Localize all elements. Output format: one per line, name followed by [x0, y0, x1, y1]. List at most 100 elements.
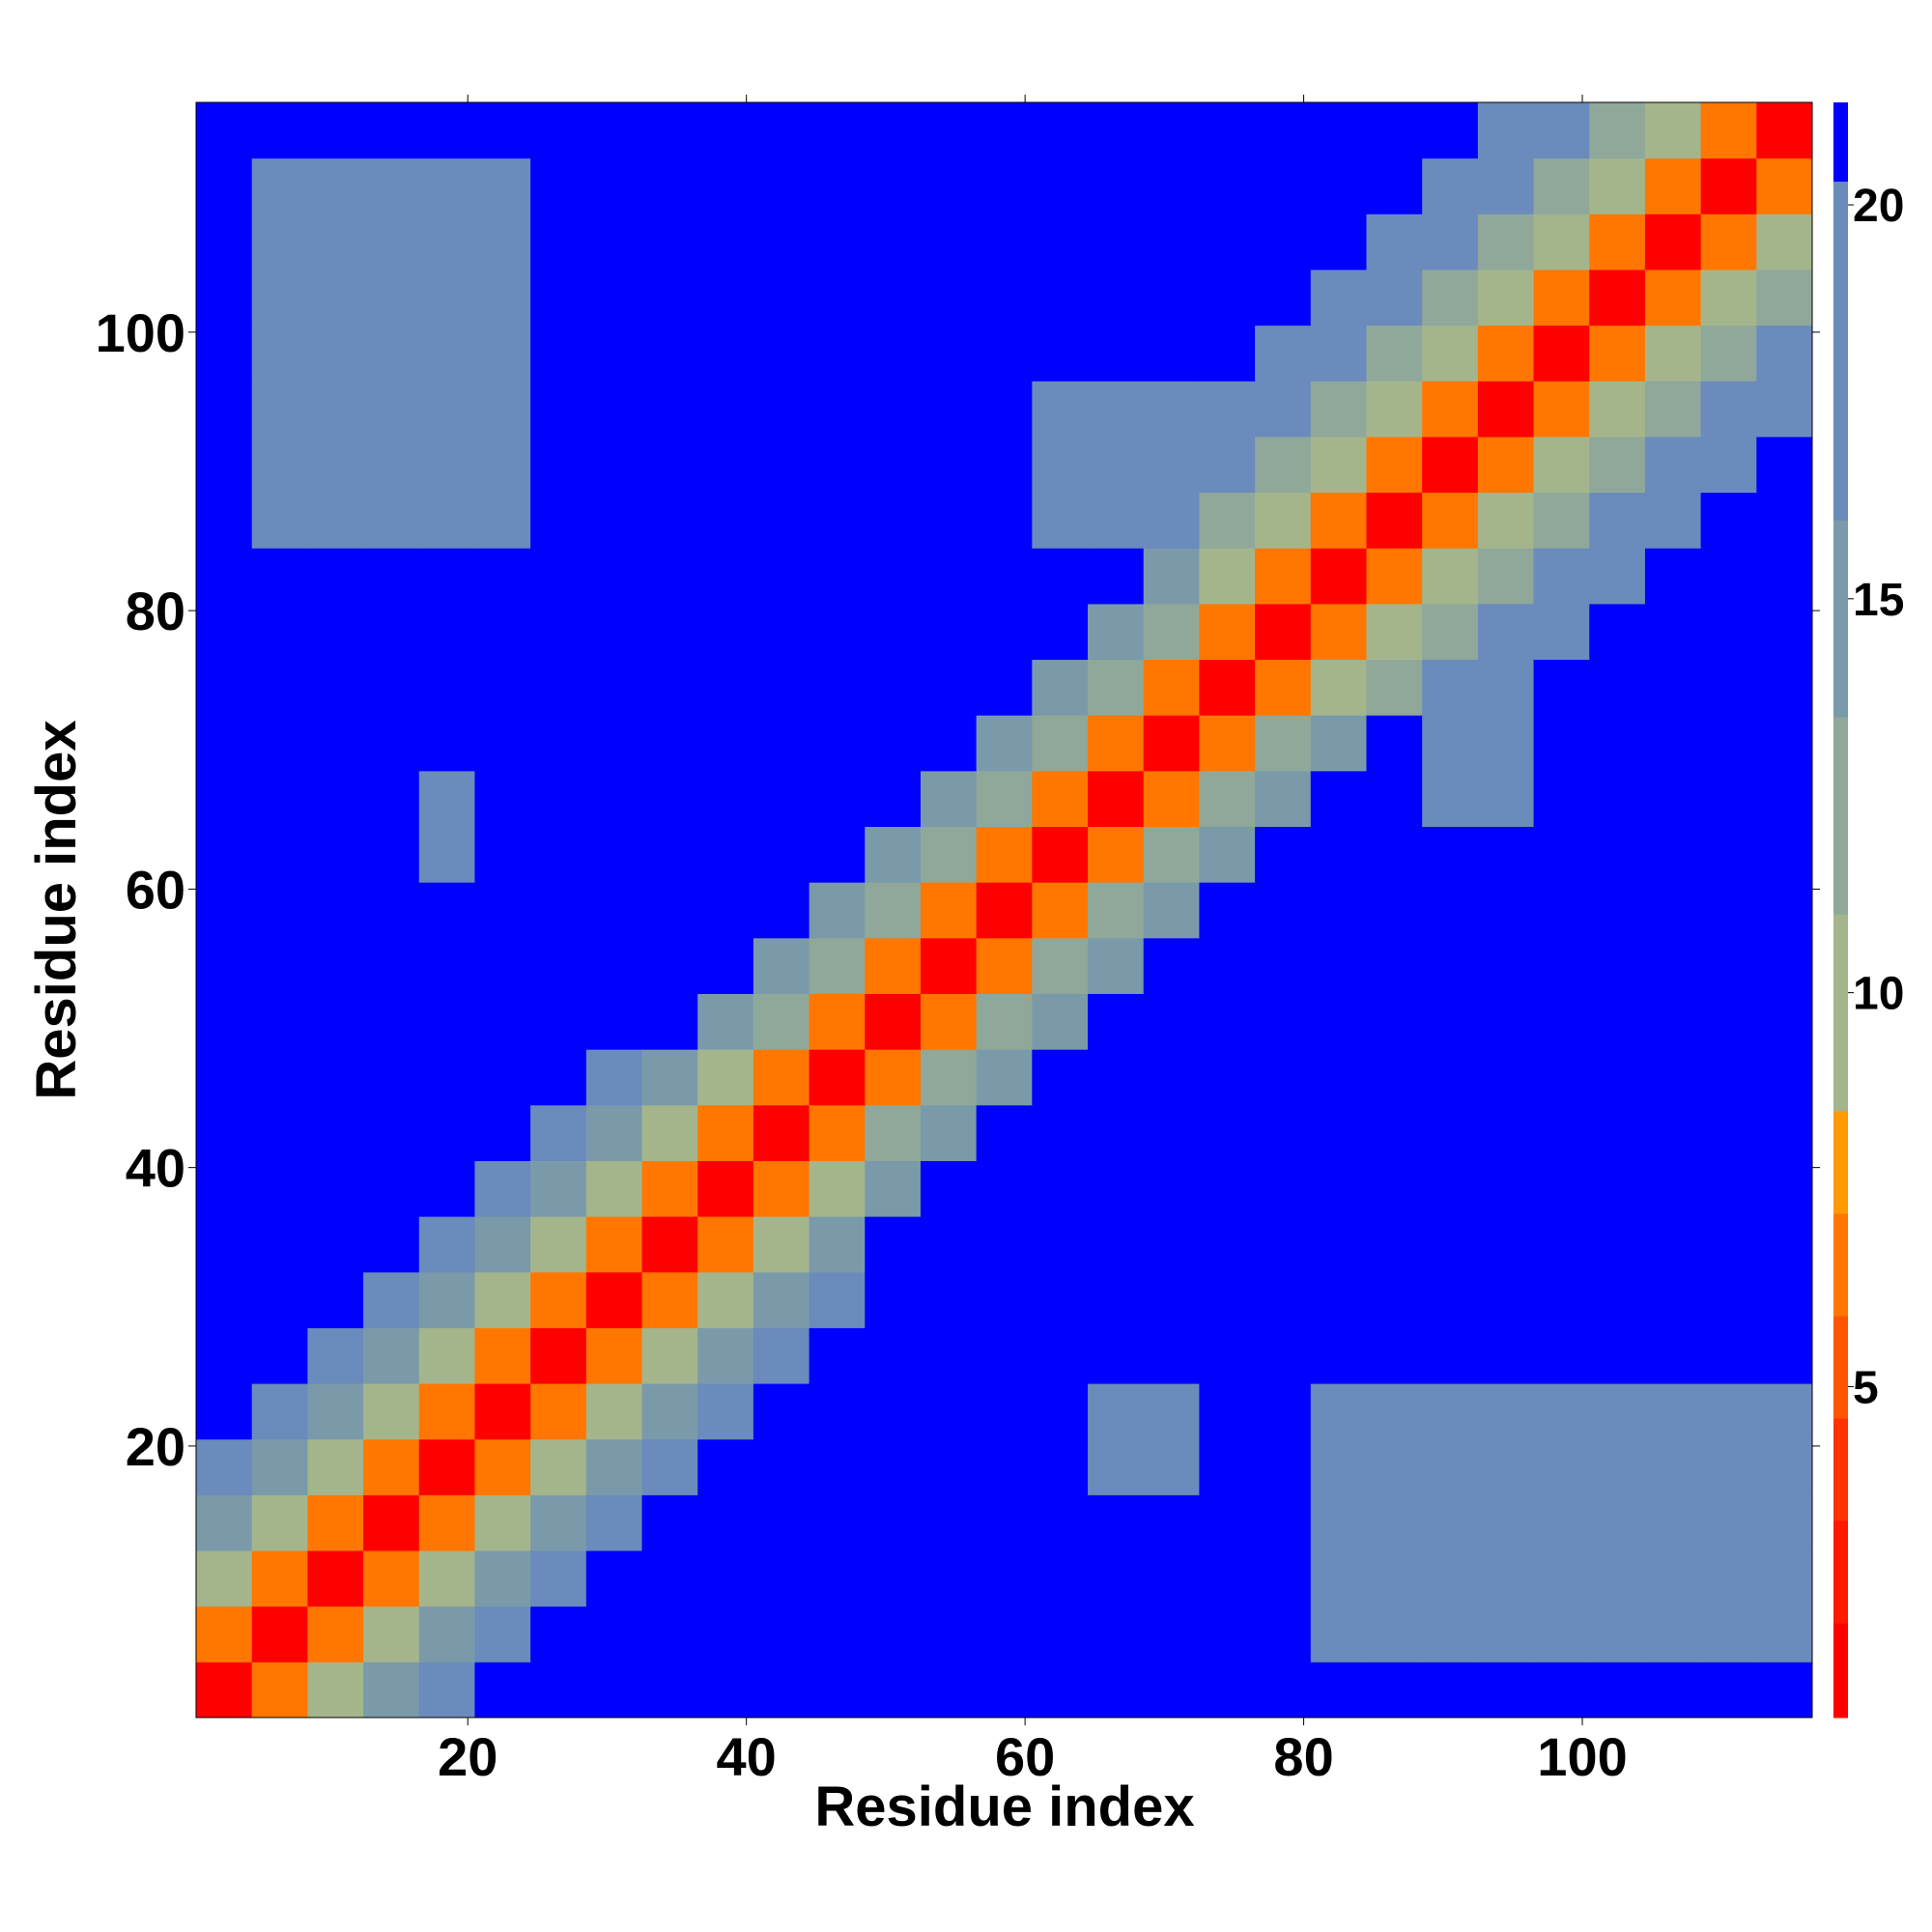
heatmap-cell — [1422, 1550, 1479, 1607]
heatmap-cell — [697, 993, 754, 1050]
heatmap-cell — [920, 882, 978, 939]
heatmap-cell — [1756, 1494, 1813, 1551]
heatmap-cell — [865, 436, 922, 494]
colorbar-band — [1833, 1623, 1848, 1719]
heatmap-cell — [1088, 1271, 1145, 1328]
heatmap-cell — [753, 1327, 810, 1384]
heatmap-cell — [196, 157, 253, 214]
heatmap-cell — [1032, 1494, 1089, 1551]
heatmap-cell — [1700, 882, 1757, 939]
heatmap-cell — [865, 603, 922, 661]
heatmap-cell — [1255, 1049, 1312, 1106]
heatmap-cell — [251, 993, 308, 1050]
heatmap-cell — [1088, 826, 1145, 883]
heatmap-cell — [1644, 1494, 1702, 1551]
heatmap-cell — [1477, 436, 1535, 494]
heatmap-cell — [530, 381, 587, 438]
heatmap-cell — [1088, 157, 1145, 214]
heatmap-cell — [1366, 1438, 1423, 1495]
heatmap-cell — [976, 993, 1033, 1050]
colorbar-band — [1833, 1110, 1848, 1214]
heatmap-cell — [418, 1104, 475, 1161]
heatmap-cell — [753, 1605, 810, 1662]
heatmap-cell — [1199, 1438, 1256, 1495]
y-tick-label: 80 — [126, 581, 185, 641]
heatmap-cell — [1255, 1327, 1312, 1384]
heatmap-cell — [697, 1662, 754, 1719]
heatmap-cell — [1255, 1383, 1312, 1440]
heatmap-cell — [1088, 269, 1145, 327]
heatmap-cell — [920, 603, 978, 661]
heatmap-cell — [1700, 1605, 1757, 1662]
heatmap-cell — [363, 937, 420, 994]
heatmap-cell — [1199, 715, 1256, 772]
heatmap-cell — [753, 325, 810, 382]
heatmap-cell — [1088, 1327, 1145, 1384]
heatmap-cell — [474, 1383, 531, 1440]
heatmap-cell — [1199, 492, 1256, 549]
heatmap-cell — [1199, 269, 1256, 327]
heatmap-cell — [251, 603, 308, 661]
heatmap-cell — [809, 381, 866, 438]
heatmap-cell — [1032, 882, 1089, 939]
heatmap-cell — [251, 548, 308, 605]
heatmap-cell — [753, 770, 810, 828]
heatmap-cell — [809, 1216, 866, 1273]
heatmap-cell — [1032, 269, 1089, 327]
heatmap-cell — [363, 381, 420, 438]
heatmap-cell — [1366, 269, 1423, 327]
heatmap-cell — [1589, 548, 1646, 605]
heatmap-cell — [1644, 1160, 1702, 1217]
heatmap-cell — [585, 436, 643, 494]
heatmap-cell — [307, 826, 364, 883]
heatmap-cell — [418, 1327, 475, 1384]
heatmap-cell — [1366, 157, 1423, 214]
heatmap-cell — [307, 325, 364, 382]
heatmap-cell — [976, 548, 1033, 605]
heatmap-cell — [1310, 882, 1367, 939]
heatmap-cell — [920, 1160, 978, 1217]
heatmap-cell — [1088, 548, 1145, 605]
heatmap-cell — [697, 381, 754, 438]
heatmap-cell — [865, 157, 922, 214]
heatmap-cell — [1756, 269, 1813, 327]
heatmap-cell — [1032, 548, 1089, 605]
heatmap-cell — [809, 993, 866, 1050]
heatmap-cell — [418, 1662, 475, 1719]
heatmap-cell — [1255, 1662, 1312, 1719]
heatmap-cell — [1143, 269, 1200, 327]
heatmap-cell — [307, 492, 364, 549]
heatmap-cell — [641, 157, 698, 214]
heatmap-cell — [474, 993, 531, 1050]
heatmap-cell — [196, 1216, 253, 1273]
heatmap-cell — [1310, 937, 1367, 994]
heatmap-cell — [307, 157, 364, 214]
heatmap-cell — [1143, 1383, 1200, 1440]
heatmap-cell — [976, 1605, 1033, 1662]
heatmap-cell — [1143, 1160, 1200, 1217]
heatmap-cell — [809, 492, 866, 549]
heatmap-cell — [585, 1049, 643, 1106]
heatmap-cell — [641, 603, 698, 661]
heatmap-cell — [865, 548, 922, 605]
heatmap-cell — [976, 770, 1033, 828]
heatmap-cell — [585, 1160, 643, 1217]
heatmap-cell — [1143, 1104, 1200, 1161]
heatmap-cell — [1032, 436, 1089, 494]
heatmap-cell — [1255, 659, 1312, 716]
heatmap-cell — [363, 1550, 420, 1607]
heatmap-cell — [474, 1216, 531, 1273]
heatmap-cell — [585, 1550, 643, 1607]
heatmap-cell — [1143, 826, 1200, 883]
heatmap-cell — [1143, 548, 1200, 605]
heatmap-cell — [697, 1605, 754, 1662]
heatmap-cell — [697, 1049, 754, 1106]
heatmap-cell — [1143, 1438, 1200, 1495]
heatmap-cell — [976, 269, 1033, 327]
heatmap-cell — [418, 826, 475, 883]
heatmap-cell — [1477, 1605, 1535, 1662]
heatmap-cell — [920, 381, 978, 438]
heatmap-cell — [641, 1327, 698, 1384]
heatmap-cell — [363, 102, 420, 159]
heatmap-cell — [641, 937, 698, 994]
